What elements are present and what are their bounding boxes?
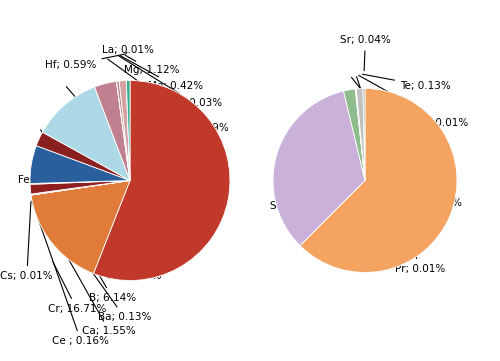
Text: Fe; 55.96%: Fe; 55.96% bbox=[18, 175, 226, 204]
Text: B; 6.14%: B; 6.14% bbox=[32, 162, 136, 303]
Wedge shape bbox=[356, 88, 365, 180]
Text: Ni; 3.59%: Ni; 3.59% bbox=[108, 59, 228, 133]
Text: La; 0.01%: La; 0.01% bbox=[102, 45, 154, 55]
Wedge shape bbox=[94, 82, 130, 180]
Text: Zr; 3.79%: Zr; 3.79% bbox=[282, 139, 432, 151]
Wedge shape bbox=[36, 132, 130, 180]
Wedge shape bbox=[126, 81, 130, 180]
Text: Al ; 2.37%: Al ; 2.37% bbox=[40, 130, 161, 281]
Wedge shape bbox=[31, 180, 130, 195]
Text: Te; 0.13%: Te; 0.13% bbox=[362, 74, 451, 91]
Text: Nd; 0.03%: Nd; 0.03% bbox=[119, 56, 222, 108]
Wedge shape bbox=[94, 81, 230, 280]
Text: Ba; 0.13%: Ba; 0.13% bbox=[32, 187, 151, 322]
Text: Pr; 0.01%: Pr; 0.01% bbox=[356, 77, 446, 274]
Wedge shape bbox=[116, 81, 130, 180]
Wedge shape bbox=[355, 89, 365, 180]
Wedge shape bbox=[300, 88, 457, 273]
Wedge shape bbox=[273, 91, 365, 245]
Text: Pd;
0.23%: Pd; 0.23% bbox=[352, 77, 462, 208]
Text: Mo; 0.42%: Mo; 0.42% bbox=[120, 56, 202, 91]
Text: Hf; 0.59%: Hf; 0.59% bbox=[45, 54, 126, 70]
Wedge shape bbox=[344, 89, 365, 180]
Wedge shape bbox=[119, 81, 130, 180]
Text: Mg; 1.12%: Mg; 1.12% bbox=[124, 55, 180, 75]
Text: Sr; 0.04%: Sr; 0.04% bbox=[340, 35, 391, 71]
Wedge shape bbox=[30, 180, 130, 194]
Text: Ca; 1.55%: Ca; 1.55% bbox=[32, 194, 136, 336]
Text: Cr; 16.71%: Cr; 16.71% bbox=[48, 262, 106, 314]
Wedge shape bbox=[31, 180, 130, 195]
Wedge shape bbox=[116, 81, 130, 180]
Wedge shape bbox=[30, 180, 130, 184]
Text: Ce ; 0.16%: Ce ; 0.16% bbox=[32, 201, 110, 346]
Wedge shape bbox=[30, 146, 130, 183]
Text: Others;
11.21%: Others; 11.21% bbox=[66, 87, 187, 215]
Text: Y ; 0.01%: Y ; 0.01% bbox=[358, 75, 468, 128]
Wedge shape bbox=[126, 81, 130, 180]
Text: Cs; 0.01%: Cs; 0.01% bbox=[0, 202, 53, 281]
Text: Sn; 7.01%: Sn; 7.01% bbox=[270, 201, 445, 221]
Wedge shape bbox=[42, 87, 130, 180]
Wedge shape bbox=[31, 180, 130, 274]
Wedge shape bbox=[363, 88, 365, 180]
Wedge shape bbox=[356, 89, 365, 180]
